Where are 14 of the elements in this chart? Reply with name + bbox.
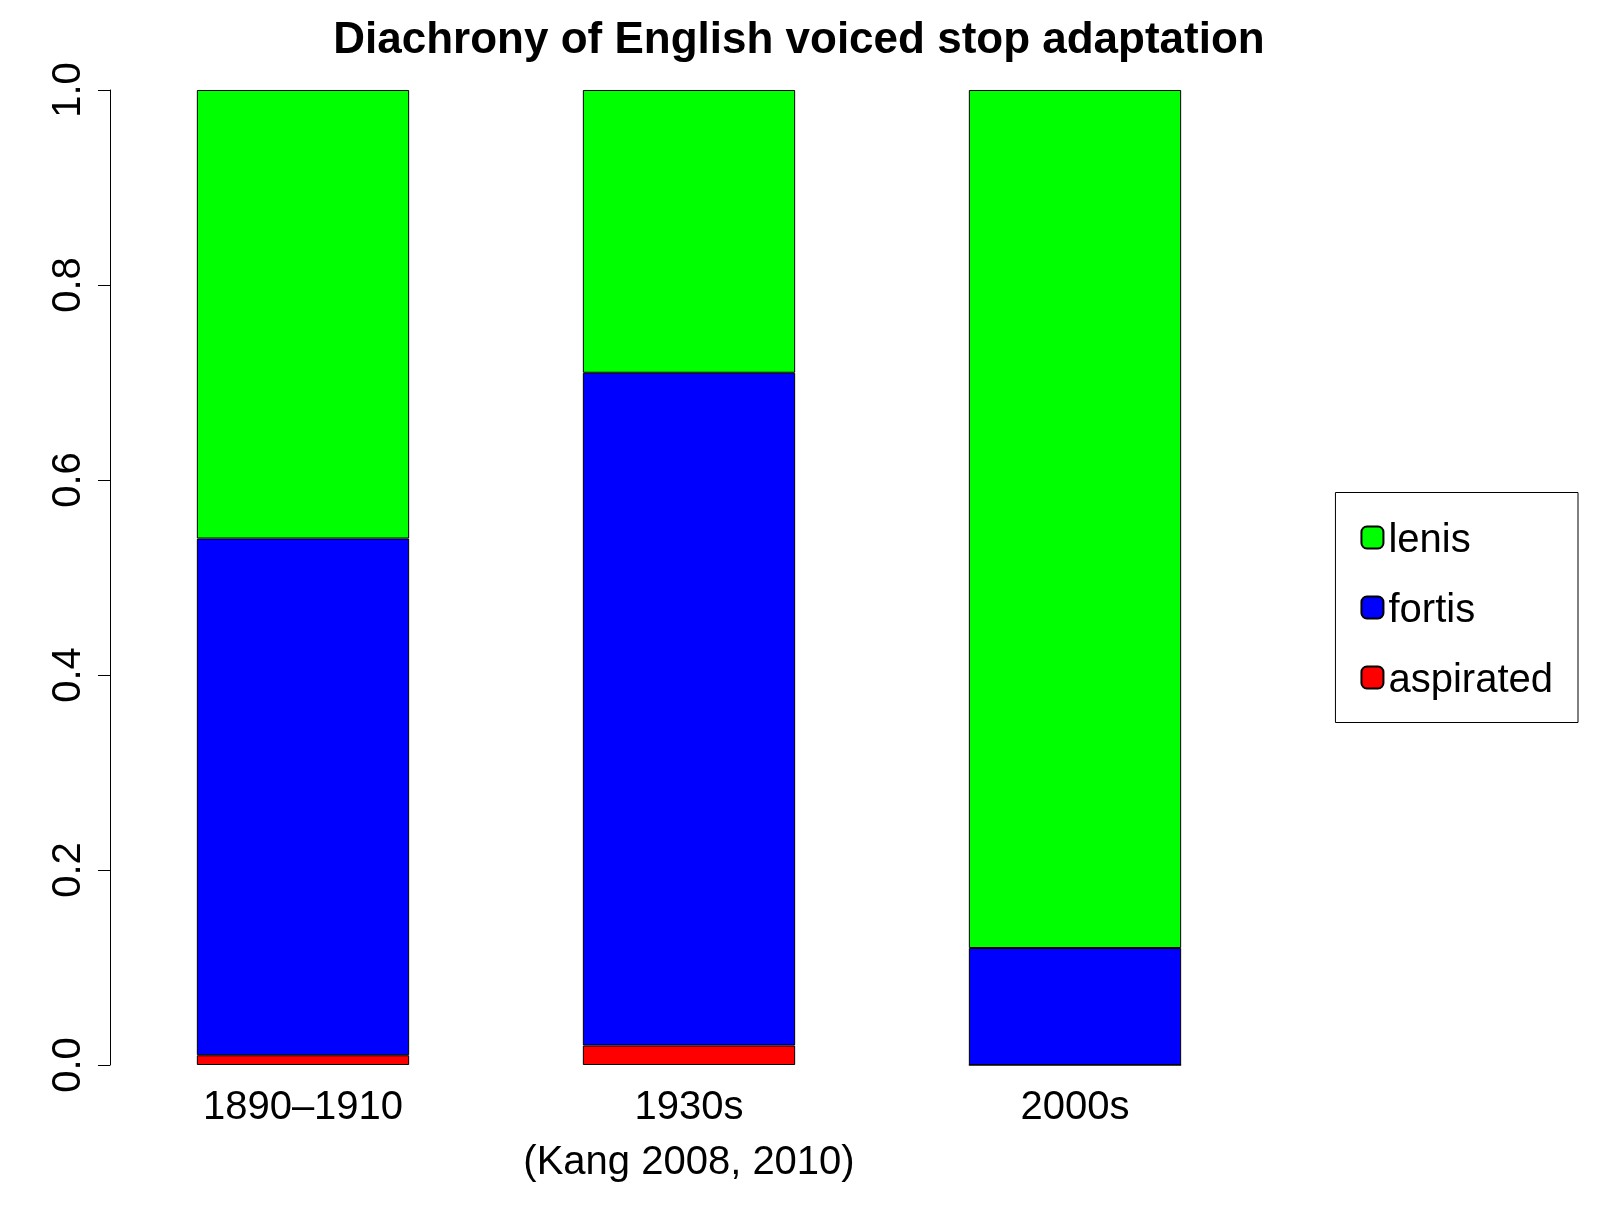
x-tick-label: 1930s	[634, 1083, 744, 1127]
y-tick-label: 0.2	[44, 842, 88, 898]
x-tick-label: 1890–1910	[202, 1083, 404, 1127]
y-tick-label: 0.0	[44, 1037, 88, 1093]
y-tick-label: 1.0	[44, 62, 88, 118]
legend-label: aspirated	[1388, 655, 1554, 700]
legend-label: fortis	[1388, 585, 1476, 630]
y-tick-label: 0.8	[44, 257, 88, 313]
y-tick-label: 0.6	[44, 452, 88, 508]
chart-title: Diachrony of English voiced stop adaptation	[333, 12, 1265, 62]
x-axis-title: (Kang 2008, 2010)	[523, 1138, 855, 1182]
legend-label: lenis	[1388, 515, 1471, 560]
x-tick-label: 2000s	[1020, 1083, 1130, 1127]
y-tick-label: 0.4	[44, 647, 88, 703]
